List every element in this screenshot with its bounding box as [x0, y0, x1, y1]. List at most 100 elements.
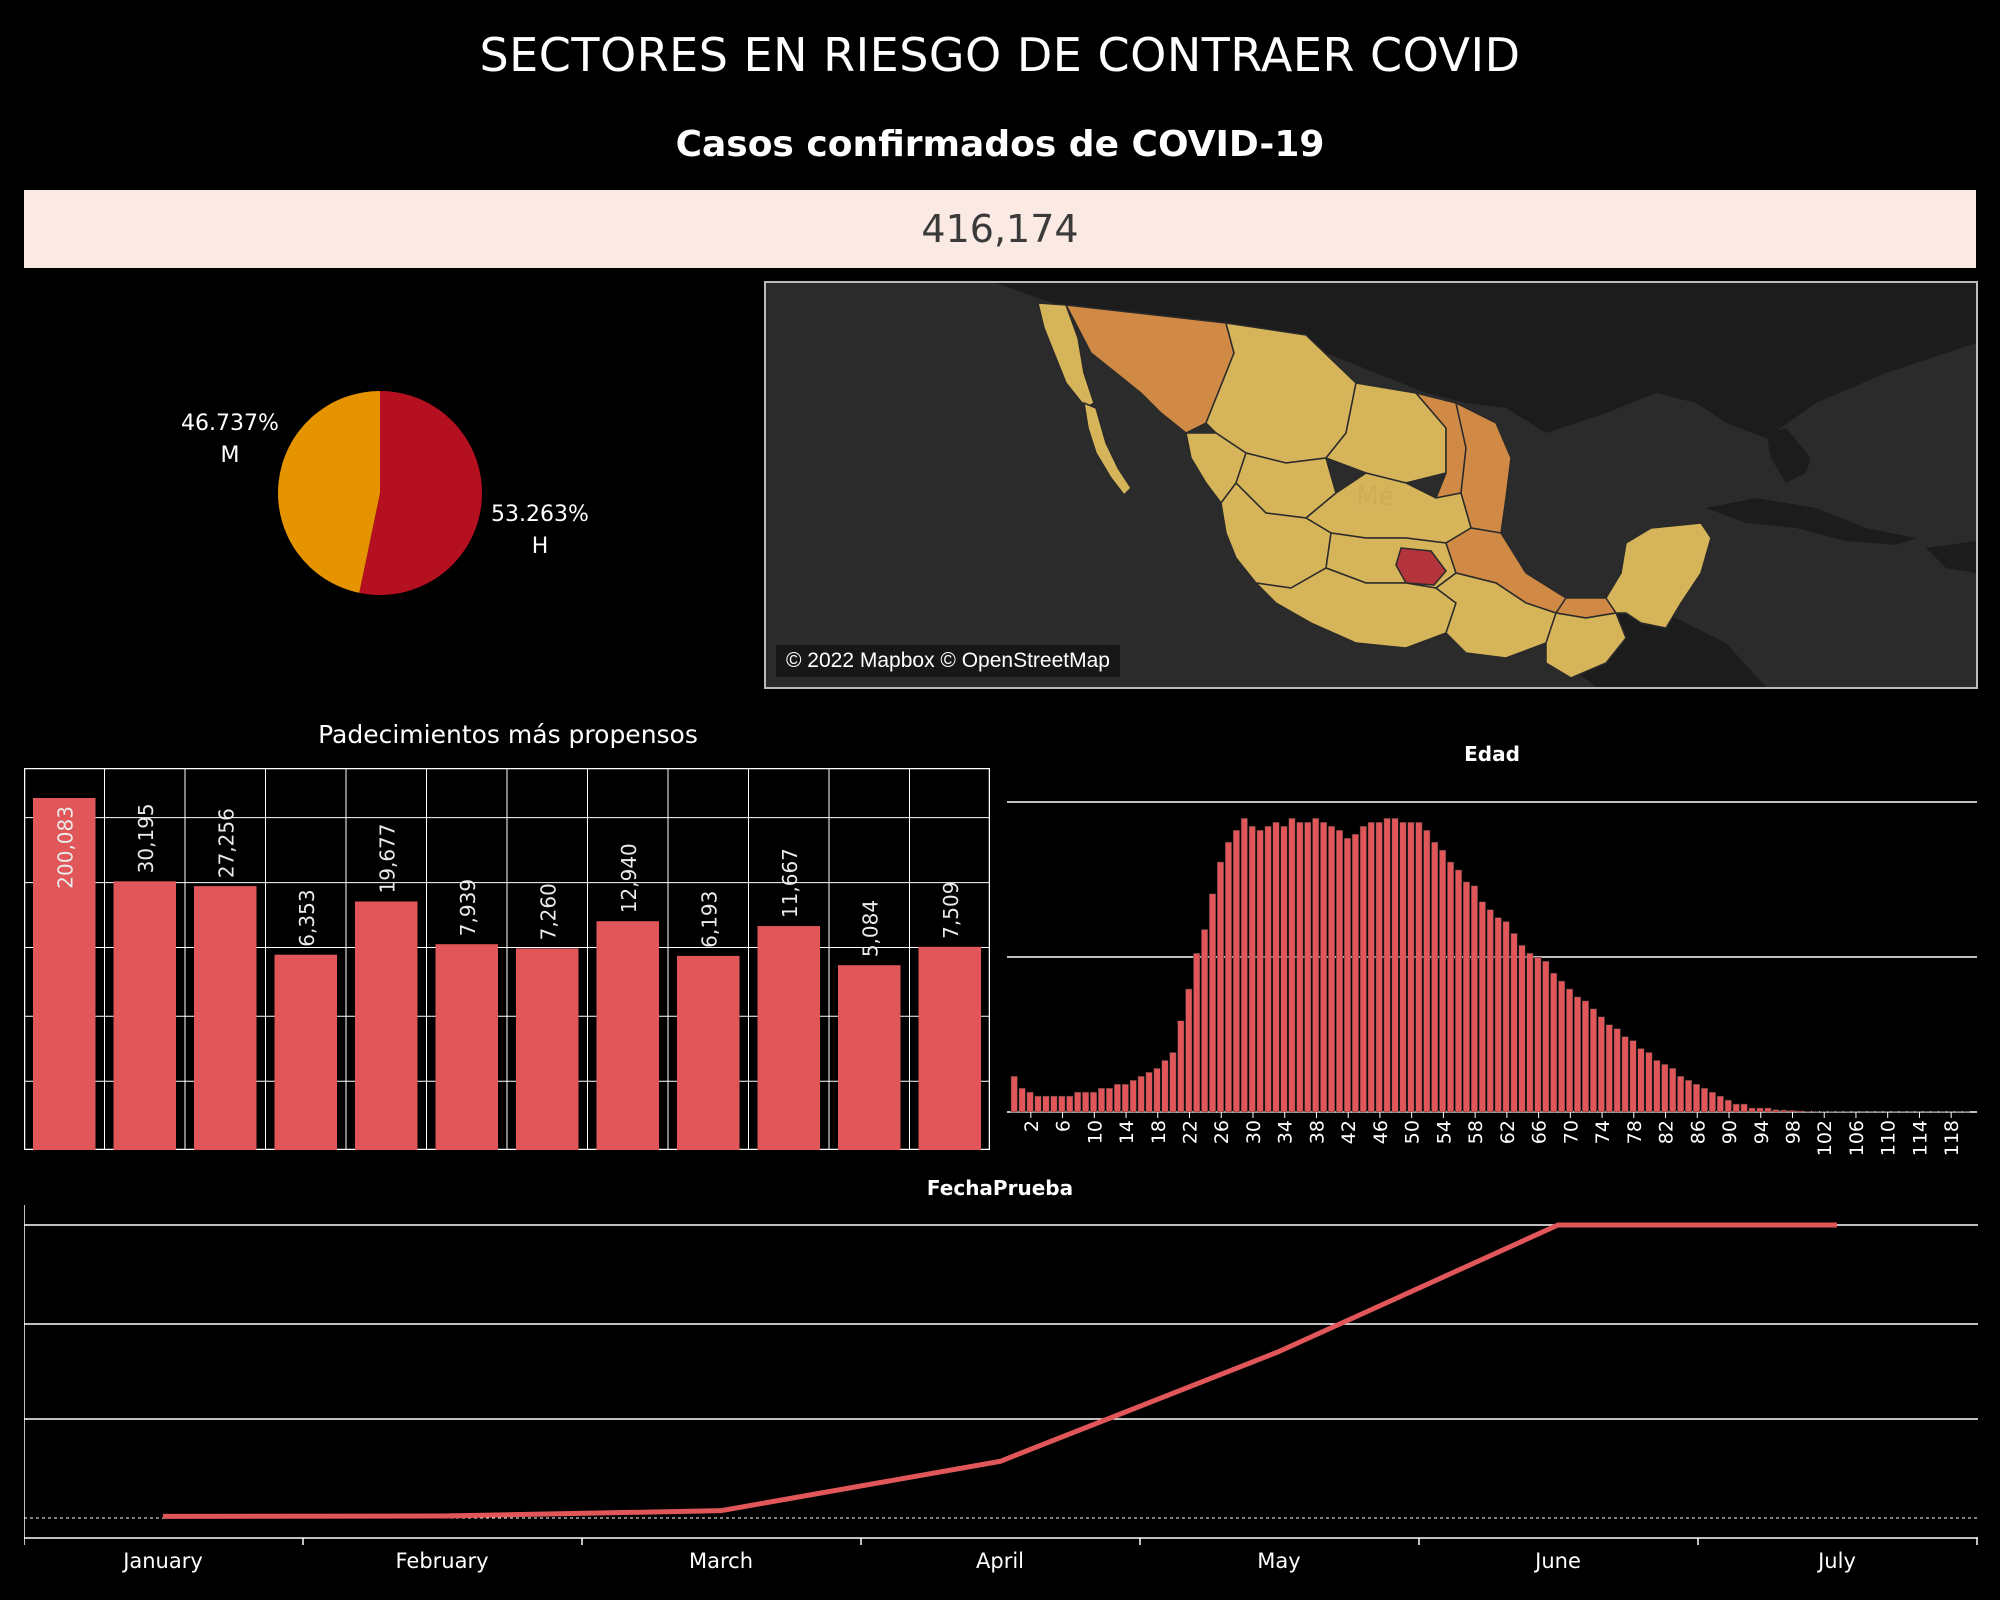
edad-bar[interactable]: [1058, 1095, 1066, 1113]
edad-bar[interactable]: [1391, 818, 1399, 1113]
edad-bar[interactable]: [1661, 1064, 1669, 1113]
edad-bar[interactable]: [1280, 826, 1288, 1113]
edad-bar[interactable]: [1383, 818, 1391, 1113]
edad-bar[interactable]: [1542, 960, 1550, 1113]
edad-bar[interactable]: [1296, 822, 1304, 1113]
edad-bar[interactable]: [1018, 1087, 1026, 1113]
edad-bar[interactable]: [1502, 921, 1510, 1113]
mexico-choropleth-map[interactable]: Mé © 2022 Mapbox © OpenStreetMap: [764, 281, 1978, 689]
edad-bar[interactable]: [1217, 861, 1224, 1113]
edad-bar[interactable]: [1740, 1103, 1748, 1113]
edad-bar[interactable]: [1574, 996, 1581, 1113]
edad-bar[interactable]: [1566, 988, 1574, 1113]
edad-bar[interactable]: [1145, 1072, 1153, 1113]
edad-bar[interactable]: [1113, 1083, 1121, 1113]
edad-bar[interactable]: [1082, 1091, 1090, 1113]
pad-bar[interactable]: [33, 798, 96, 1150]
edad-bar[interactable]: [1700, 1087, 1708, 1113]
edad-bar[interactable]: [1788, 1110, 1796, 1113]
edad-bar[interactable]: [1407, 822, 1415, 1113]
edad-bar[interactable]: [1447, 861, 1455, 1113]
edad-bar[interactable]: [1375, 822, 1383, 1113]
pad-bar[interactable]: [194, 886, 257, 1150]
edad-bar[interactable]: [1629, 1040, 1637, 1113]
edad-bar[interactable]: [1161, 1060, 1169, 1113]
edad-bar[interactable]: [1732, 1103, 1740, 1113]
edad-bar[interactable]: [1510, 933, 1518, 1113]
pad-bar[interactable]: [757, 926, 821, 1150]
edad-bar[interactable]: [1240, 818, 1248, 1113]
pie-slice-h[interactable]: [359, 391, 482, 595]
map-attribution[interactable]: © 2022 Mapbox © OpenStreetMap: [776, 645, 1120, 677]
edad-bar[interactable]: [1336, 830, 1343, 1113]
edad-bar[interactable]: [1201, 929, 1209, 1113]
edad-bar[interactable]: [1248, 826, 1256, 1113]
edad-bar[interactable]: [1804, 1110, 1812, 1113]
edad-bar[interactable]: [1724, 1099, 1732, 1113]
edad-bar[interactable]: [1597, 1016, 1605, 1113]
edad-bar[interactable]: [1042, 1095, 1050, 1113]
edad-bar[interactable]: [1669, 1068, 1677, 1113]
pad-bar[interactable]: [516, 948, 579, 1150]
edad-bar[interactable]: [1613, 1028, 1621, 1113]
edad-bar[interactable]: [1470, 885, 1478, 1113]
edad-bar[interactable]: [1272, 822, 1280, 1113]
pad-bar[interactable]: [918, 946, 982, 1150]
edad-bar[interactable]: [1637, 1048, 1645, 1113]
edad-bar[interactable]: [1439, 849, 1447, 1113]
edad-bar[interactable]: [1558, 980, 1566, 1113]
edad-bar[interactable]: [1137, 1076, 1145, 1113]
edad-bar[interactable]: [1716, 1095, 1724, 1113]
edad-bar[interactable]: [1486, 909, 1494, 1113]
edad-bar[interactable]: [1431, 841, 1439, 1113]
edad-bar[interactable]: [1518, 945, 1526, 1113]
edad-bar[interactable]: [1010, 1076, 1018, 1113]
edad-bar[interactable]: [1764, 1107, 1772, 1113]
edad-bar[interactable]: [1478, 901, 1486, 1113]
edad-bar[interactable]: [1685, 1080, 1693, 1113]
edad-bar[interactable]: [1796, 1110, 1804, 1113]
edad-bar[interactable]: [1415, 822, 1423, 1113]
edad-bar[interactable]: [1288, 818, 1296, 1113]
edad-bar[interactable]: [1581, 1000, 1589, 1113]
edad-bar[interactable]: [1328, 826, 1336, 1113]
fecha-series-line[interactable]: [162, 1222, 1837, 1519]
edad-bar[interactable]: [1621, 1036, 1629, 1113]
edad-bar[interactable]: [1756, 1107, 1764, 1113]
edad-bar[interactable]: [1066, 1095, 1074, 1113]
edad-bar[interactable]: [1351, 833, 1359, 1113]
edad-bar[interactable]: [1312, 818, 1320, 1113]
edad-bar[interactable]: [1367, 822, 1375, 1113]
edad-bar[interactable]: [1455, 869, 1462, 1113]
edad-bar[interactable]: [1185, 988, 1193, 1113]
edad-bar[interactable]: [1399, 822, 1407, 1113]
pad-bar[interactable]: [274, 954, 338, 1150]
edad-bar[interactable]: [1105, 1087, 1113, 1113]
edad-bar[interactable]: [1423, 830, 1431, 1113]
edad-bar[interactable]: [1534, 956, 1542, 1113]
edad-bar[interactable]: [1026, 1091, 1034, 1113]
edad-bar[interactable]: [1605, 1024, 1613, 1113]
edad-bar[interactable]: [1550, 972, 1558, 1113]
edad-bar[interactable]: [1526, 953, 1534, 1113]
edad-bar[interactable]: [1153, 1068, 1161, 1113]
edad-bar[interactable]: [1034, 1095, 1042, 1113]
edad-bar[interactable]: [1098, 1087, 1105, 1113]
edad-bar[interactable]: [1780, 1109, 1788, 1113]
edad-bar[interactable]: [1589, 1008, 1597, 1113]
pie-slice-m[interactable]: [277, 391, 380, 593]
edad-bar[interactable]: [1050, 1095, 1058, 1113]
edad-bar[interactable]: [1772, 1109, 1780, 1113]
edad-bar[interactable]: [1343, 837, 1351, 1113]
pad-bar[interactable]: [113, 881, 177, 1150]
edad-bar[interactable]: [1121, 1083, 1129, 1113]
edad-bar[interactable]: [1708, 1091, 1716, 1113]
edad-bar[interactable]: [1193, 953, 1201, 1113]
pad-bar[interactable]: [355, 901, 418, 1150]
edad-bar[interactable]: [1812, 1110, 1820, 1113]
edad-bar[interactable]: [1693, 1083, 1700, 1113]
edad-bar[interactable]: [1169, 1052, 1177, 1113]
edad-bar[interactable]: [1359, 826, 1367, 1113]
edad-bar[interactable]: [1320, 822, 1328, 1113]
pad-bar[interactable]: [677, 955, 740, 1150]
